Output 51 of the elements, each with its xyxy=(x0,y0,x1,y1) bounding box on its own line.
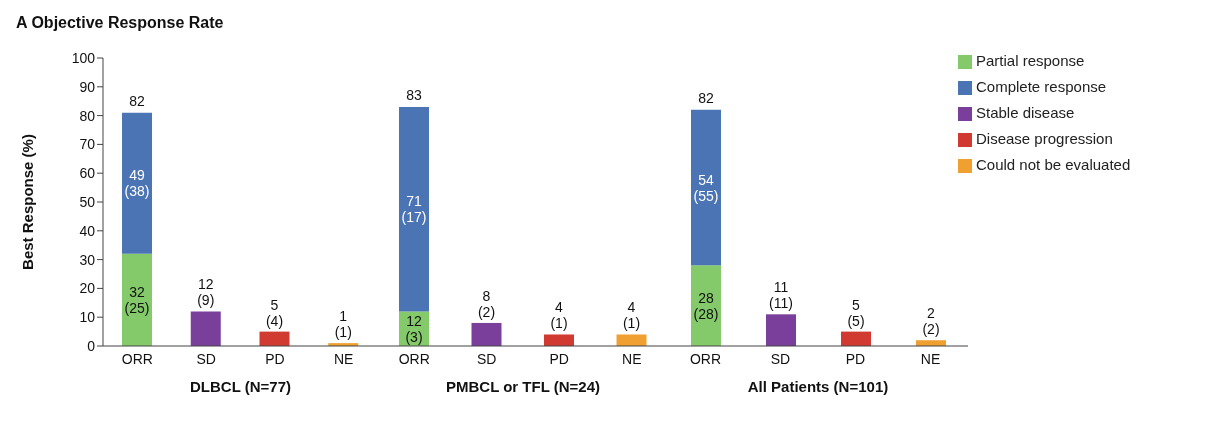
y-tick-label: 40 xyxy=(79,222,96,239)
x-tick-label: SD xyxy=(477,350,497,367)
x-tick-label: PD xyxy=(549,350,569,367)
data-label: 12 (3) xyxy=(405,312,423,345)
legend-label: Complete response xyxy=(976,78,1107,95)
data-label: 5 (5) xyxy=(847,296,865,329)
data-label: 28 (28) xyxy=(693,289,719,322)
y-tick-label: 30 xyxy=(79,251,96,268)
y-tick-label: 0 xyxy=(87,337,96,354)
data-label: 1 (1) xyxy=(334,308,352,341)
data-label: 5 (4) xyxy=(265,296,284,329)
y-tick-label: 100 xyxy=(71,49,96,66)
x-axis-title: All Patients (N=101) xyxy=(747,378,889,395)
x-axis-title: PMBCL or TFL (N=24) xyxy=(445,378,601,395)
data-label: 54 (55) xyxy=(693,171,719,204)
y-tick-label: 60 xyxy=(79,165,96,182)
x-tick-label: ORR xyxy=(689,350,722,367)
data-label: 8 (2) xyxy=(477,287,496,320)
y-tick-label: 50 xyxy=(79,193,96,210)
data-label: 2 (2) xyxy=(922,305,940,338)
y-tick-label: 10 xyxy=(79,309,96,326)
data-label: 32 (25) xyxy=(124,283,150,316)
x-tick-label: PD xyxy=(265,350,285,367)
x-tick-label: NE xyxy=(333,350,354,367)
total-label: 83 xyxy=(406,86,422,103)
data-label: 4 (1) xyxy=(550,299,568,332)
y-tick-label: 70 xyxy=(79,136,96,153)
legend-label: Partial response xyxy=(976,52,1085,69)
x-tick-label: SD xyxy=(770,350,791,367)
x-tick-label: NE xyxy=(622,350,642,367)
data-label: 11 (11) xyxy=(769,279,793,312)
data-label: 12 (9) xyxy=(197,276,215,309)
y-tick-label: 80 xyxy=(79,107,96,124)
x-tick-label: PD xyxy=(845,350,866,367)
x-tick-label: ORR xyxy=(121,350,153,367)
data-label: 49 (38) xyxy=(124,167,150,200)
x-tick-label: ORR xyxy=(398,350,430,367)
y-tick-label: 20 xyxy=(79,280,96,297)
total-label: 82 xyxy=(129,92,145,109)
x-tick-label: NE xyxy=(920,350,941,367)
legend-label: Disease progression xyxy=(976,130,1113,147)
x-tick-label: SD xyxy=(196,350,216,367)
y-tick-label: 90 xyxy=(79,78,96,95)
chart-title: A Objective Response Rate xyxy=(16,14,224,32)
x-axis-title: DLBCL (N=77) xyxy=(190,378,291,395)
legend-label: Could not be evaluated xyxy=(976,156,1131,173)
data-label: 4 (1) xyxy=(622,299,641,332)
data-label: 71 (17) xyxy=(401,193,427,226)
legend-label: Stable disease xyxy=(976,104,1075,121)
total-label: 82 xyxy=(698,89,714,106)
y-axis-title: Best Response (%) xyxy=(19,134,37,270)
